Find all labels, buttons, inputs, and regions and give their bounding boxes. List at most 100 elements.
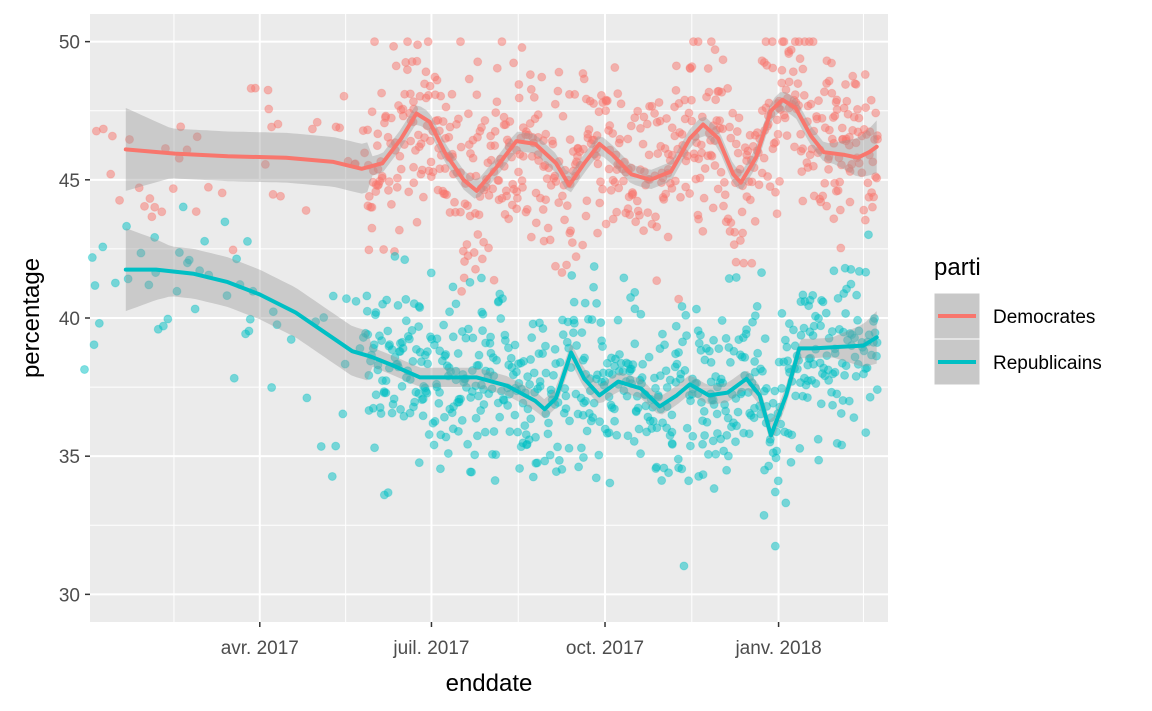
data-point-democrates (484, 243, 494, 253)
data-point-democrates (526, 232, 536, 242)
data-point-republicains (495, 412, 505, 422)
data-point-democrates (723, 83, 733, 93)
data-point-democrates (518, 151, 528, 161)
data-point-democrates (686, 95, 696, 105)
x-tick-label: avr. 2017 (221, 638, 299, 659)
data-point-republicains (302, 393, 312, 403)
data-point-republicains (655, 371, 665, 381)
data-point-democrates (788, 67, 798, 77)
data-point-republicains (790, 341, 800, 351)
data-point-republicains (602, 358, 612, 368)
data-point-republicains (840, 370, 850, 380)
data-point-democrates (168, 184, 178, 194)
data-point-republicains (667, 427, 677, 437)
data-point-democrates (845, 197, 855, 207)
data-point-democrates (115, 195, 125, 205)
data-point-republicains (441, 349, 451, 359)
data-point-democrates (677, 129, 687, 139)
data-point-republicains (520, 421, 530, 431)
x-tick-label: oct. 2017 (566, 638, 644, 659)
data-point-democrates (428, 167, 438, 177)
data-point-republicains (448, 282, 458, 292)
data-point-republicains (543, 429, 553, 439)
data-point-democrates (747, 258, 757, 268)
data-point-democrates (769, 138, 779, 148)
data-point-republicains (808, 331, 818, 341)
data-point-democrates (670, 176, 680, 186)
data-point-republicains (569, 318, 579, 328)
data-point-democrates (601, 106, 611, 116)
data-point-republicains (526, 355, 536, 365)
data-point-republicains (580, 298, 590, 308)
data-point-democrates (706, 37, 716, 47)
data-point-democrates (557, 191, 567, 201)
data-point-republicains (750, 311, 760, 321)
data-point-republicains (272, 320, 282, 330)
data-point-republicains (244, 326, 254, 336)
y-tick-label: 50 (59, 33, 80, 54)
data-point-republicains (453, 348, 463, 358)
data-point-republicains (723, 451, 733, 461)
data-point-democrates (191, 207, 201, 217)
data-point-republicains (740, 352, 750, 362)
data-point-republicains (245, 314, 255, 324)
data-point-republicains (242, 236, 252, 246)
data-point-republicains (383, 326, 393, 336)
data-point-democrates (711, 95, 721, 105)
data-point-democrates (730, 227, 740, 237)
y-tick-label: 45 (59, 171, 80, 192)
data-point-republicains (716, 374, 726, 384)
data-point-democrates (436, 91, 446, 101)
data-point-republicains (492, 355, 502, 365)
data-point-democrates (605, 121, 615, 131)
data-point-republicains (630, 304, 640, 314)
data-point-democrates (626, 121, 636, 131)
data-point-democrates (441, 102, 451, 112)
data-point-republicains (200, 236, 210, 246)
data-point-democrates (697, 112, 707, 122)
data-point-republicains (515, 463, 525, 473)
data-point-democrates (601, 219, 611, 229)
data-point-democrates (312, 117, 322, 127)
data-point-democrates (538, 205, 548, 215)
data-point-republicains (596, 318, 606, 328)
data-point-democrates (693, 37, 703, 47)
data-point-democrates (848, 71, 858, 81)
data-point-republicains (764, 461, 774, 471)
data-point-republicains (613, 315, 623, 325)
data-point-republicains (577, 328, 587, 338)
data-point-democrates (726, 218, 736, 228)
data-point-republicains (702, 417, 712, 427)
data-point-democrates (377, 173, 387, 183)
data-point-republicains (757, 366, 767, 376)
data-point-republicains (485, 338, 495, 348)
data-point-republicains (432, 334, 442, 344)
data-point-democrates (782, 131, 792, 141)
data-point-republicains (844, 396, 854, 406)
data-point-republicains (783, 356, 793, 366)
data-point-republicains (387, 408, 397, 418)
data-point-republicains (612, 430, 622, 440)
data-point-democrates (377, 88, 387, 98)
data-point-democrates (687, 62, 697, 72)
data-point-democrates (421, 67, 431, 77)
data-point-democrates (139, 201, 149, 211)
data-point-democrates (394, 225, 404, 235)
data-point-democrates (425, 136, 435, 146)
data-point-democrates (639, 112, 649, 122)
data-point-democrates (423, 37, 433, 47)
data-point-democrates (844, 132, 854, 142)
data-point-republicains (662, 423, 672, 433)
data-point-republicains (476, 273, 486, 283)
data-point-democrates (817, 113, 827, 123)
data-point-democrates (551, 177, 561, 187)
data-point-republicains (660, 340, 670, 350)
data-point-democrates (863, 178, 873, 188)
data-point-democrates (833, 186, 843, 196)
data-point-democrates (824, 125, 834, 135)
data-point-republicains (788, 325, 798, 335)
data-point-democrates (608, 214, 618, 224)
data-point-democrates (687, 116, 697, 126)
data-point-republicains (468, 333, 478, 343)
data-point-republicains (622, 391, 632, 401)
